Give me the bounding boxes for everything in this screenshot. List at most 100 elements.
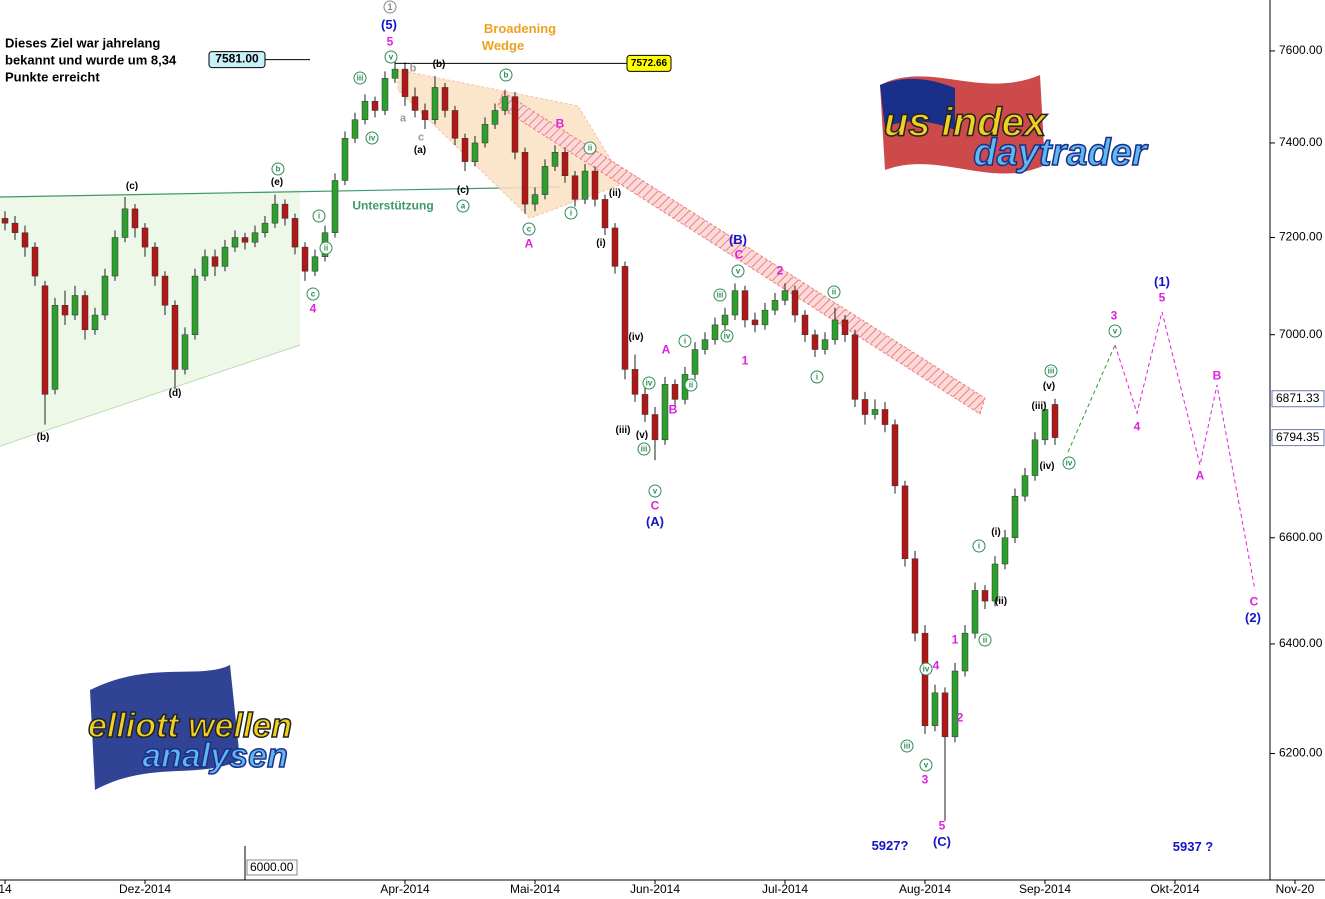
price-label: 6794.35 [1276,430,1320,444]
wave-label: iii [641,445,648,454]
candle-body [331,180,339,233]
wave-circle [731,264,745,278]
candle-body [661,384,669,441]
wave-label: Broadening [484,21,556,36]
wave-circle [319,241,333,255]
wave-label: (c) [126,181,138,192]
wave-label: (2) [1245,610,1261,625]
candle-body [561,152,569,177]
wave-circle [642,376,656,390]
wave-label: iv [1066,459,1073,468]
wave-circle [456,199,470,213]
wave-label: iii [904,742,911,751]
wave-circle [499,68,513,82]
wave-circle [978,633,992,647]
candle-body [541,166,549,195]
wave-label: iii [357,74,364,83]
wave-label: (e) [271,177,283,188]
x-tick-label: Nov-20 [1276,882,1315,896]
wave-label: (v) [636,430,648,441]
candle-body [581,170,589,200]
candle-body [761,309,769,326]
candle-body [1051,404,1059,438]
price-label: 6871.33 [1276,391,1320,405]
wave-circle [713,288,727,302]
candle-body [741,290,749,321]
wave-circle [306,287,320,301]
candle-body [441,87,449,111]
wave-label: v [653,487,658,496]
wave-label: (iv) [629,332,644,343]
candle-body [461,138,469,162]
candle-body [731,290,739,316]
logo-text: daytrader [973,132,1148,174]
wave-label: A [525,237,534,251]
wave-circle [648,484,662,498]
candle-body [51,305,59,390]
candle-body [261,222,269,233]
support-line [0,186,561,198]
resistance-channel [497,91,986,415]
candle-body [641,394,649,415]
candle-body [931,692,939,727]
projection [1067,344,1116,453]
wave-label: 1 [952,633,959,647]
wave-label: 5927? [872,838,909,853]
candle-body [711,324,719,340]
candle-body [301,246,309,272]
candle-body [941,692,949,738]
wave-label: (ii) [995,596,1007,607]
candle-body [71,295,79,316]
candle-body [551,152,559,167]
candle-body [381,78,389,111]
wave-label: a [461,202,466,211]
candle-body [291,218,299,248]
candle-body [101,275,109,316]
wave-label: C [735,248,744,262]
wave-label: i [816,373,818,382]
logo-text: us index [884,101,1048,145]
candle-body [821,339,829,350]
wave-circle [720,329,734,343]
candle-body [531,194,539,205]
note: Dieses Ziel war jahrelang [5,35,160,50]
wave-circle [900,739,914,753]
wave-label: B [1213,369,1222,383]
wave-label: 3 [922,773,929,787]
x-tick-label: Sep-2014 [1019,882,1071,896]
label-box [246,859,298,876]
plot [1,59,1059,821]
wave-label: iv [369,134,376,143]
wave-label: iv [724,332,731,341]
candle-body [471,142,479,162]
candle-body [401,68,409,97]
wave-label: i [684,337,686,346]
wave-label: (iii) [1032,401,1047,412]
candle-body [671,384,679,400]
wave-label: 1 [387,2,392,12]
wave-circle [384,50,398,64]
wave-circle [637,442,651,456]
x-tick-label: Dez-2014 [119,882,171,896]
notes: Dieses Ziel war jahrelang bekannt und wu… [5,35,177,84]
level-label: 7572.66 [631,58,668,69]
wave-label: ii [324,244,328,253]
candle-body [591,170,599,200]
wave-label: iii [717,291,724,300]
wave-label: (A) [646,514,664,529]
flag [880,78,955,130]
wave-label: (a) [414,145,426,156]
wave-circle [564,206,578,220]
candle-body [781,290,789,301]
x-tick-label: Aug-2014 [899,882,951,896]
wave-label: (i) [596,238,605,249]
candle-body [971,590,979,634]
candle-body [891,424,899,487]
candle-body [961,632,969,672]
wave-circle [919,662,933,676]
candle-body [701,339,709,350]
wave-label: (5) [381,17,397,32]
candle-body [851,334,859,400]
wave-label: c [418,131,424,143]
y-tick-label: 6400.00 [1279,636,1323,650]
